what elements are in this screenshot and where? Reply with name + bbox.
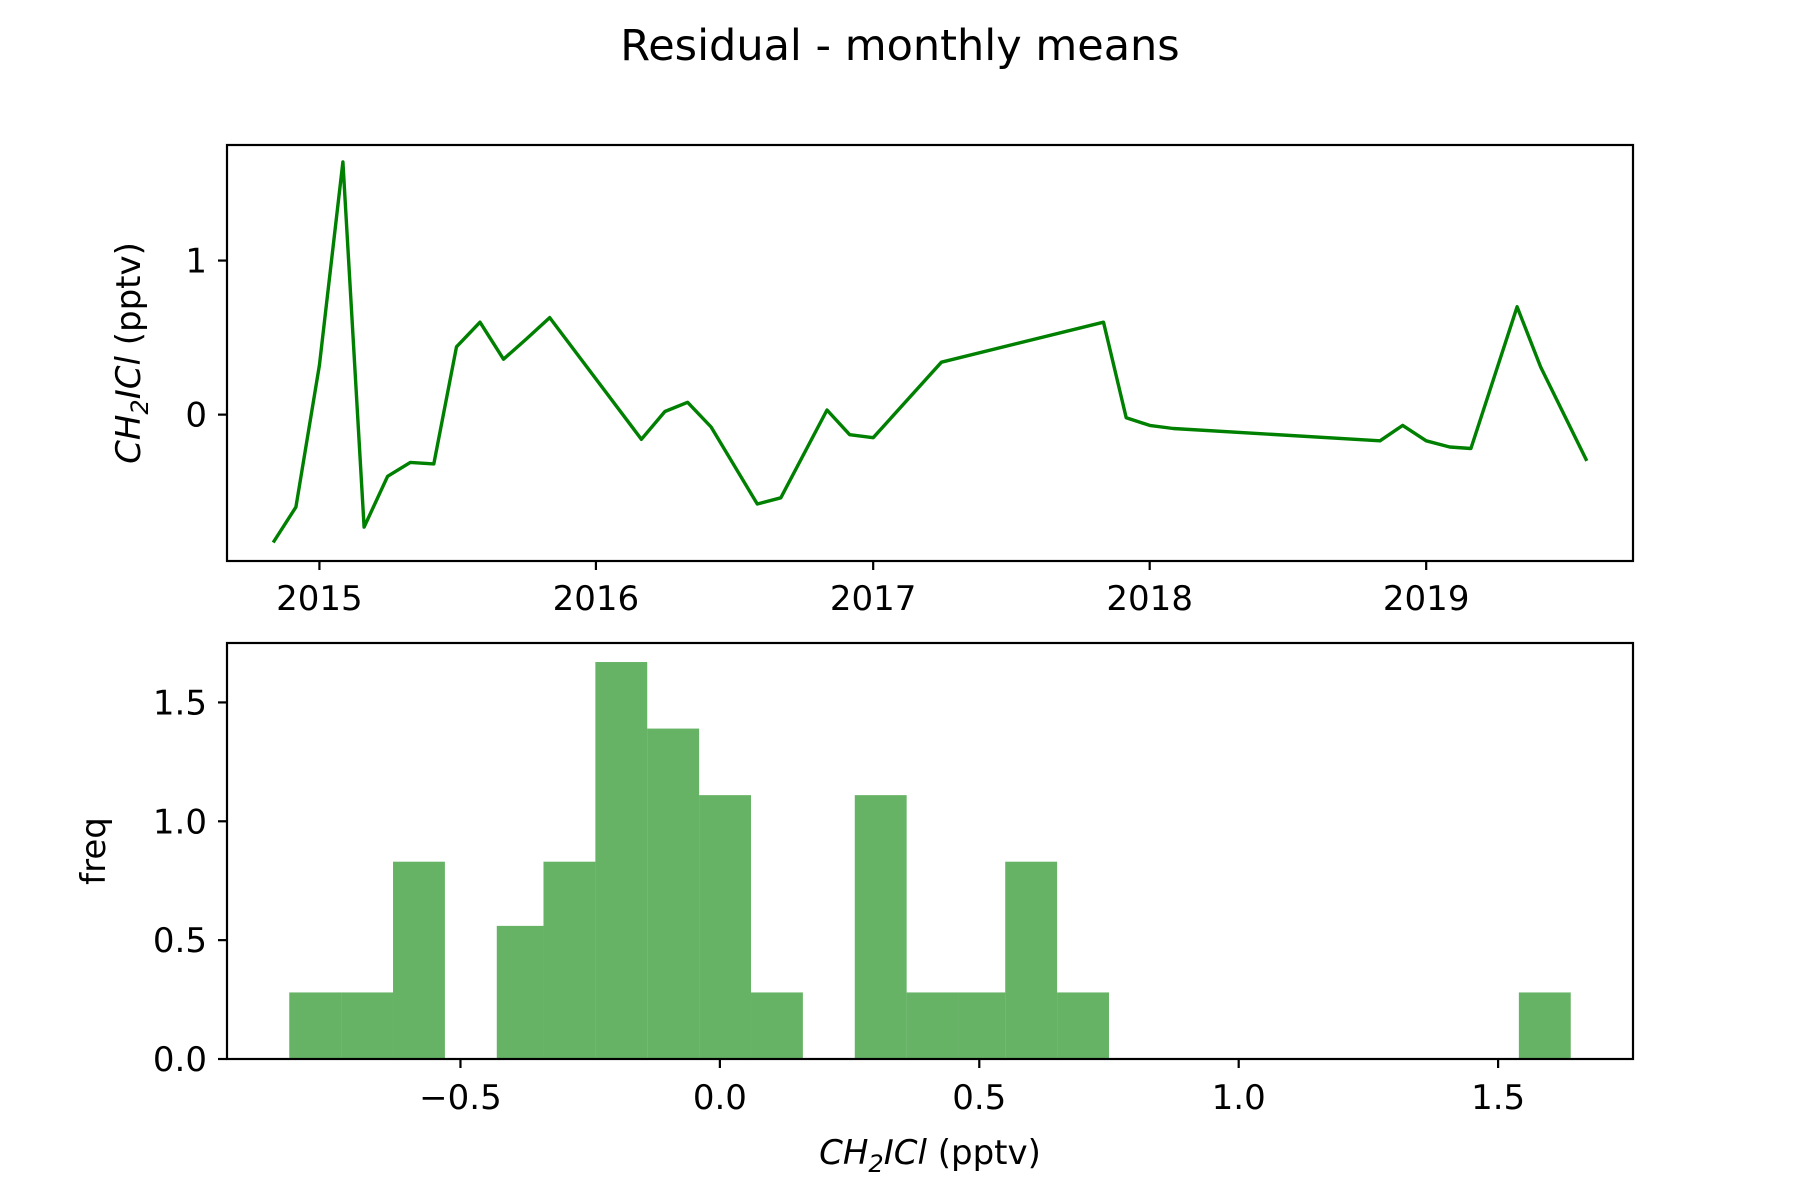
histogram-bar	[854, 795, 907, 1059]
hist-x-axis-label: CH2ICl (pptv)	[819, 1133, 1041, 1178]
histogram-bar	[393, 861, 445, 1059]
hist-y-ticks: 0.0 0.5 1.0 1.5	[153, 683, 227, 1080]
hist-y-tick-label: 1.0	[153, 802, 207, 842]
hist-x-ticks: −0.5 0.0 0.5 1.0 1.5	[419, 1059, 1525, 1118]
line-y-axis-label: CH2ICl (pptv)	[109, 242, 154, 464]
histogram-bar	[751, 992, 803, 1059]
histogram-bar	[958, 992, 1006, 1059]
hist-x-tick-label: 1.5	[1471, 1078, 1525, 1118]
line-y-tick-label: 0	[185, 396, 207, 436]
hist-x-tick-label: 0.5	[952, 1078, 1006, 1118]
histogram-bar	[1057, 992, 1109, 1059]
residual-line-panel: 2015 2016 2017 2018 2019 01 CH2ICl (pptv)	[109, 143, 1635, 619]
residual-series-line	[271, 160, 1589, 544]
histogram-bar	[1005, 861, 1058, 1059]
histogram-bar	[543, 861, 596, 1059]
histogram-bars	[289, 662, 1571, 1059]
hist-x-tick-label: 1.0	[1212, 1078, 1266, 1118]
histogram-bar	[289, 992, 342, 1059]
histogram-bar	[341, 992, 394, 1059]
histogram-bar	[906, 992, 959, 1059]
histogram-bar	[699, 795, 752, 1059]
line-x-tick-label: 2017	[830, 579, 917, 619]
hist-x-tick-label: 0.0	[693, 1078, 747, 1118]
line-x-tick-label: 2016	[553, 579, 640, 619]
line-x-ticks: 2015 2016 2017 2018 2019	[276, 561, 1469, 619]
figure-title: Residual - monthly means	[620, 21, 1179, 71]
histogram-bar	[647, 728, 700, 1059]
hist-y-tick-label: 0.5	[153, 921, 207, 961]
line-axes-frame	[225, 143, 1635, 563]
hist-y-axis-label: freq	[74, 817, 114, 885]
line-x-tick-label: 2018	[1106, 579, 1193, 619]
line-y-ticks: 01	[185, 242, 227, 436]
histogram-bar	[496, 925, 544, 1059]
hist-x-tick-label: −0.5	[419, 1078, 502, 1118]
hist-axes-frame	[225, 641, 1635, 1061]
histogram-bar	[1518, 992, 1571, 1059]
line-x-tick-label: 2019	[1383, 579, 1470, 619]
histogram-panel: −0.5 0.0 0.5 1.0 1.5 0.0 0.5 1.0 1.5 freq CH2IC…	[74, 641, 1635, 1178]
line-plot-area	[271, 160, 1589, 544]
line-y-tick-label: 1	[185, 242, 207, 282]
line-x-tick-label: 2015	[276, 579, 363, 619]
hist-y-tick-label: 0.0	[153, 1040, 207, 1080]
histogram-bar	[595, 662, 648, 1059]
hist-y-tick-label: 1.5	[153, 683, 207, 723]
